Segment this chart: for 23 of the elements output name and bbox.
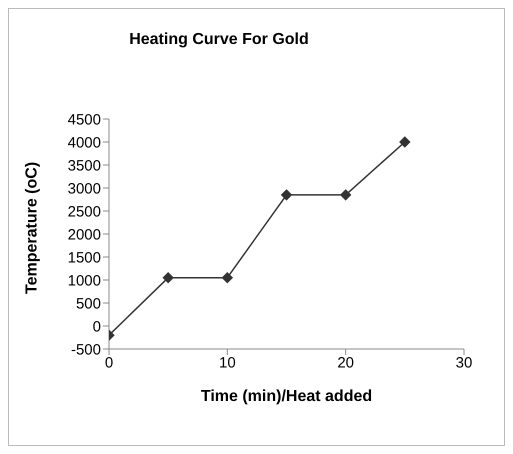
y-axis-title: Temperature (oC) — [24, 162, 41, 294]
y-tick-label: 2000 — [68, 226, 101, 244]
point — [340, 189, 352, 200]
y-tick-label: 4000 — [68, 134, 101, 152]
point — [281, 189, 292, 200]
point — [399, 136, 410, 148]
x-tick-label: 0 — [104, 354, 114, 372]
y-tick-label: 3500 — [68, 157, 101, 174]
x-tick-label: 20 — [337, 354, 354, 372]
y-tick-label: 500 — [76, 295, 101, 312]
y-tick-label: 4500 — [68, 111, 101, 128]
x-tick-label: 30 — [456, 354, 472, 372]
y-tick-label: 1000 — [68, 272, 101, 290]
point — [222, 272, 233, 284]
point — [162, 272, 174, 284]
y-tick-label: 3000 — [68, 180, 101, 198]
chart-title: Heating Curve For Gold — [128, 31, 310, 49]
y-tick-label: 0 — [92, 318, 101, 336]
x-axis-title: Time (min)/Heat added — [200, 388, 372, 405]
y-tick-label: 2500 — [68, 203, 101, 220]
y-tick-label: -500 — [70, 341, 101, 358]
y-tick-label: 1500 — [68, 249, 101, 266]
x-tick-label: 10 — [218, 354, 236, 372]
